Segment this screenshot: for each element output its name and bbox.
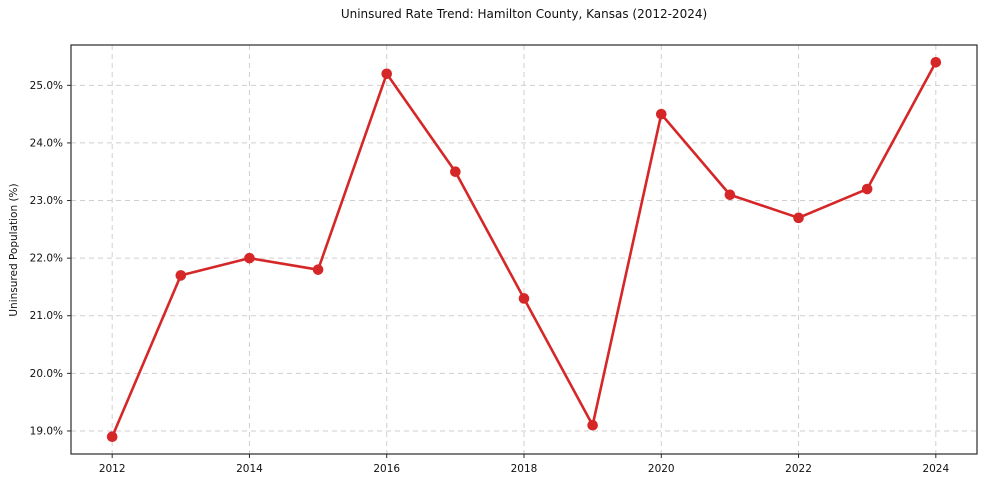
data-point-marker	[381, 68, 393, 80]
data-point-marker	[587, 419, 598, 431]
plot-area	[71, 45, 977, 454]
y-tick-label: 19.0%	[30, 425, 63, 437]
x-tick-label: 2012	[99, 463, 126, 475]
x-tick-label: 2020	[648, 463, 675, 475]
y-tick-label: 24.0%	[30, 137, 63, 149]
data-point-marker	[244, 252, 255, 264]
x-tick-label: 2024	[922, 463, 949, 475]
data-point-marker	[312, 264, 324, 275]
data-point-marker	[450, 166, 461, 178]
x-tick-label: 2018	[511, 463, 538, 475]
data-point-marker	[861, 183, 873, 195]
x-tick-label: 2022	[785, 463, 812, 475]
data-point-marker	[930, 56, 942, 68]
y-tick-label: 20.0%	[30, 368, 63, 380]
data-point-marker	[793, 212, 804, 224]
y-tick-label: 23.0%	[30, 195, 63, 207]
chart-title: Uninsured Rate Trend: Hamilton County, K…	[340, 7, 708, 21]
x-tick-label: 2016	[373, 463, 400, 475]
data-point-marker	[175, 270, 187, 281]
data-point-marker	[106, 431, 118, 443]
data-point-marker	[518, 293, 530, 304]
data-point-marker	[655, 108, 667, 120]
y-tick-label: 22.0%	[30, 253, 63, 265]
x-tick-label: 2014	[236, 463, 263, 475]
y-tick-label: 21.0%	[30, 310, 63, 322]
data-point-marker	[724, 189, 736, 201]
y-tick-label: 25.0%	[30, 80, 63, 92]
